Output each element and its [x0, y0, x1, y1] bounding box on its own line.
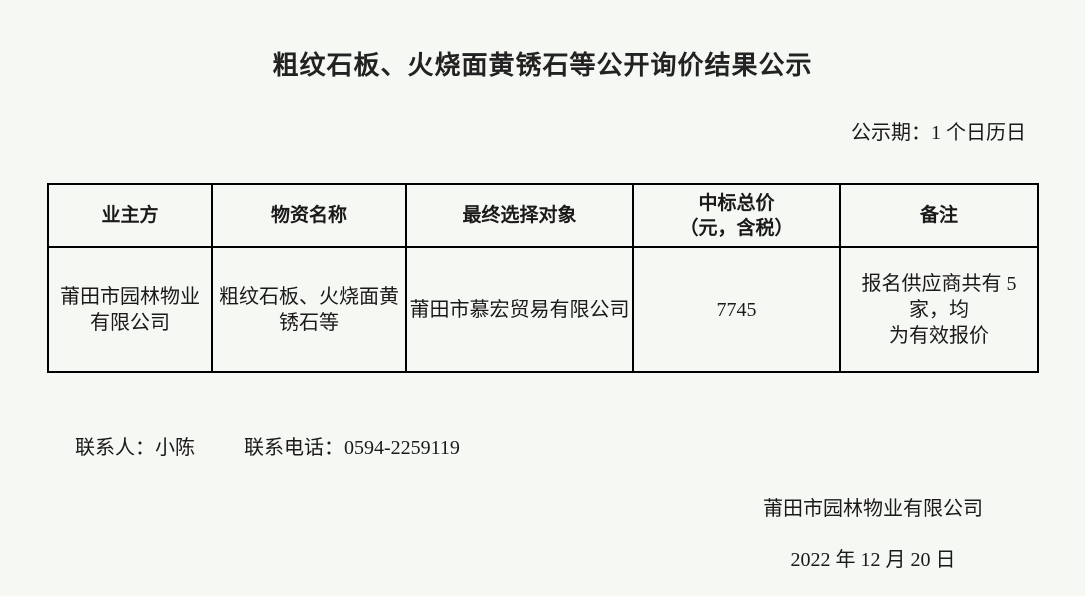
contact-person: 联系人：小陈: [75, 437, 195, 459]
column-header-total-price: 中标总价 （元，含税）: [632, 183, 841, 248]
table-header-row: 业主方 物资名称 最终选择对象 中标总价 （元，含税） 备注: [47, 183, 1039, 248]
column-header-remark: 备注: [839, 183, 1039, 248]
cell-material: 粗纹石板、火烧面黄 锈石等: [211, 246, 407, 373]
column-header-material: 物资名称: [211, 183, 407, 248]
signature-block: 莆田市园林物业有限公司 2022 年 12 月 20 日: [758, 497, 988, 573]
cell-total-price: 7745: [632, 246, 841, 373]
result-table: 业主方 物资名称 最终选择对象 中标总价 （元，含税） 备注 莆田市园林物业 有…: [47, 183, 1039, 373]
table-row: 莆田市园林物业 有限公司 粗纹石板、火烧面黄 锈石等 莆田市慕宏贸易有限公司 7…: [47, 246, 1039, 373]
page-title: 粗纹石板、火烧面黄锈石等公开询价结果公示: [272, 50, 813, 80]
contact-phone: 联系电话：0594-2259119: [244, 437, 460, 459]
cell-remark: 报名供应商共有 5 家，均 为有效报价: [839, 246, 1039, 373]
publicity-period: 公示期：1 个日历日: [851, 122, 1026, 144]
cell-owner: 莆田市园林物业 有限公司: [47, 246, 213, 373]
contact-line: 联系人：小陈 联系电话：0594-2259119: [75, 431, 460, 460]
signature-company: 莆田市园林物业有限公司: [763, 498, 983, 520]
column-header-final-selection: 最终选择对象: [405, 183, 634, 248]
column-header-owner: 业主方: [47, 183, 213, 248]
signature-date: 2022 年 12 月 20 日: [790, 549, 956, 571]
cell-final-selection: 莆田市慕宏贸易有限公司: [405, 246, 634, 373]
